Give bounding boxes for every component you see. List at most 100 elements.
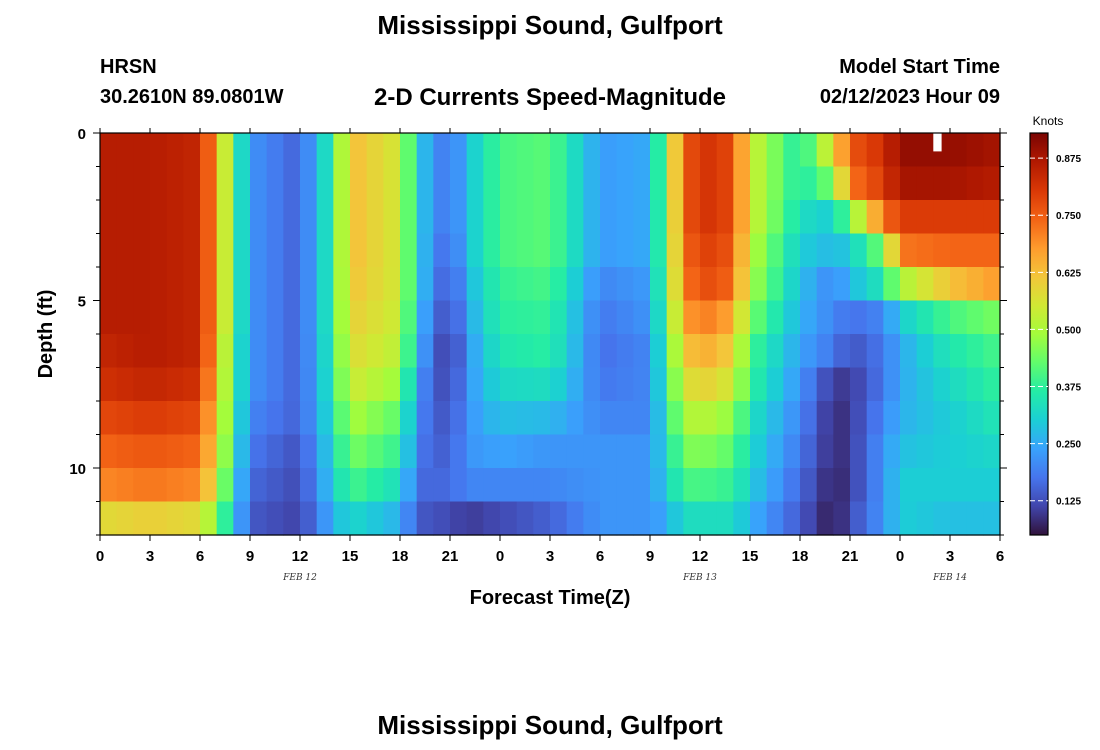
heatmap-cell <box>550 468 568 503</box>
heatmap-cell <box>883 267 901 302</box>
heatmap-cell <box>950 200 968 235</box>
heatmap-cell <box>616 367 634 402</box>
heatmap-cell <box>550 434 568 469</box>
heatmap-cell <box>966 300 984 335</box>
heatmap-cell <box>283 133 301 168</box>
heatmap-cell <box>466 367 484 402</box>
heatmap-cell <box>166 468 184 503</box>
heatmap-cell <box>683 434 701 469</box>
heatmap-cell <box>483 267 501 302</box>
heatmap-cell <box>816 501 834 536</box>
heatmap-cell <box>183 501 201 536</box>
heatmap-cell <box>700 267 718 302</box>
heatmap-cell <box>300 367 318 402</box>
heatmap-cell <box>533 501 551 536</box>
heatmap-cell <box>350 233 368 268</box>
heatmap-cell <box>466 434 484 469</box>
heatmap-cell <box>400 434 418 469</box>
heatmap-cell <box>200 334 218 369</box>
heatmap-cell <box>516 468 534 503</box>
heatmap-cell <box>200 233 218 268</box>
heatmap-cell <box>483 200 501 235</box>
heatmap-cell <box>750 200 768 235</box>
heatmap-cell <box>950 233 968 268</box>
heatmap-cell <box>400 133 418 168</box>
heatmap-cell <box>716 334 734 369</box>
heatmap-cell <box>233 367 251 402</box>
heatmap-cell <box>216 200 234 235</box>
heatmap-cell <box>500 133 518 168</box>
heatmap-cell <box>566 434 584 469</box>
heatmap-cell <box>416 334 434 369</box>
heatmap-cell <box>700 133 718 168</box>
heatmap-cell <box>483 334 501 369</box>
heatmap-cell <box>233 468 251 503</box>
heatmap-cell <box>750 501 768 536</box>
heatmap-cell <box>183 200 201 235</box>
heatmap-cell <box>200 133 218 168</box>
heatmap-cell <box>616 233 634 268</box>
heatmap-cell <box>750 267 768 302</box>
heatmap-cell <box>383 233 401 268</box>
heatmap-cell <box>266 401 284 436</box>
x-tick-label: 6 <box>996 548 1004 565</box>
heatmap-cell <box>266 434 284 469</box>
heatmap-cell <box>283 233 301 268</box>
heatmap-cell <box>233 300 251 335</box>
heatmap-cell <box>650 300 668 335</box>
heatmap-cell <box>300 166 318 201</box>
heatmap-cell <box>266 334 284 369</box>
heatmap-cell <box>550 300 568 335</box>
heatmap-cell <box>433 434 451 469</box>
heatmap-cell <box>633 200 651 235</box>
heatmap-cell <box>516 166 534 201</box>
heatmap-cell <box>583 200 601 235</box>
x-tick-label: 12 <box>292 548 309 565</box>
heatmap-cell <box>716 367 734 402</box>
colorbar-ticks: 0.125 0.250 0.375 0.500 0.625 0.750 0.875 <box>1030 154 1081 508</box>
heatmap-cell <box>600 133 618 168</box>
heatmap-cell <box>983 300 1001 335</box>
heatmap-cell <box>116 267 134 302</box>
heatmap-cell <box>866 233 884 268</box>
heatmap-cell <box>433 501 451 536</box>
heatmap-cell <box>566 401 584 436</box>
heatmap-cell <box>666 401 684 436</box>
heatmap-cell <box>850 200 868 235</box>
heatmap-cell <box>116 367 134 402</box>
heatmap-cell <box>266 233 284 268</box>
heatmap-cell <box>400 200 418 235</box>
heatmap-cell <box>966 401 984 436</box>
heatmap-cell <box>533 200 551 235</box>
heatmap-cell <box>400 334 418 369</box>
heatmap-cell <box>466 468 484 503</box>
heatmap-cell <box>400 267 418 302</box>
heatmap-cell <box>166 133 184 168</box>
heatmap-cell <box>783 434 801 469</box>
heatmap-cell <box>116 334 134 369</box>
heatmap-cell <box>300 200 318 235</box>
heatmap-cell <box>950 401 968 436</box>
heatmap-cell <box>116 434 134 469</box>
date-label: FEB 12 <box>282 573 317 583</box>
heatmap-cell <box>450 267 468 302</box>
heatmap-cell <box>466 233 484 268</box>
heatmap-cell <box>400 233 418 268</box>
heatmap-cell <box>833 334 851 369</box>
x-tick-label: 18 <box>792 548 809 565</box>
heatmap-cell <box>216 300 234 335</box>
heatmap-cell <box>616 434 634 469</box>
heatmap-cell <box>750 300 768 335</box>
heatmap-cell <box>766 267 784 302</box>
heatmap-cell <box>283 267 301 302</box>
heatmap-cell <box>883 434 901 469</box>
heatmap-cell <box>633 233 651 268</box>
heatmap-cell <box>850 501 868 536</box>
heatmap-cell <box>966 233 984 268</box>
heatmap-cell <box>350 300 368 335</box>
heatmap-cell <box>200 367 218 402</box>
heatmap-cell <box>716 133 734 168</box>
heatmap-cell <box>716 300 734 335</box>
heatmap-cell <box>716 233 734 268</box>
heatmap-cell <box>716 200 734 235</box>
